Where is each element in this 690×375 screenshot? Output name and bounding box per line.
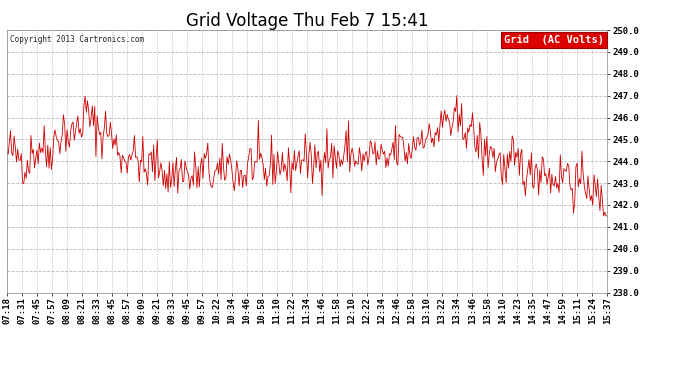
- Text: Grid  (AC Volts): Grid (AC Volts): [504, 35, 604, 45]
- Title: Grid Voltage Thu Feb 7 15:41: Grid Voltage Thu Feb 7 15:41: [186, 12, 428, 30]
- Text: Copyright 2013 Cartronics.com: Copyright 2013 Cartronics.com: [10, 35, 144, 44]
